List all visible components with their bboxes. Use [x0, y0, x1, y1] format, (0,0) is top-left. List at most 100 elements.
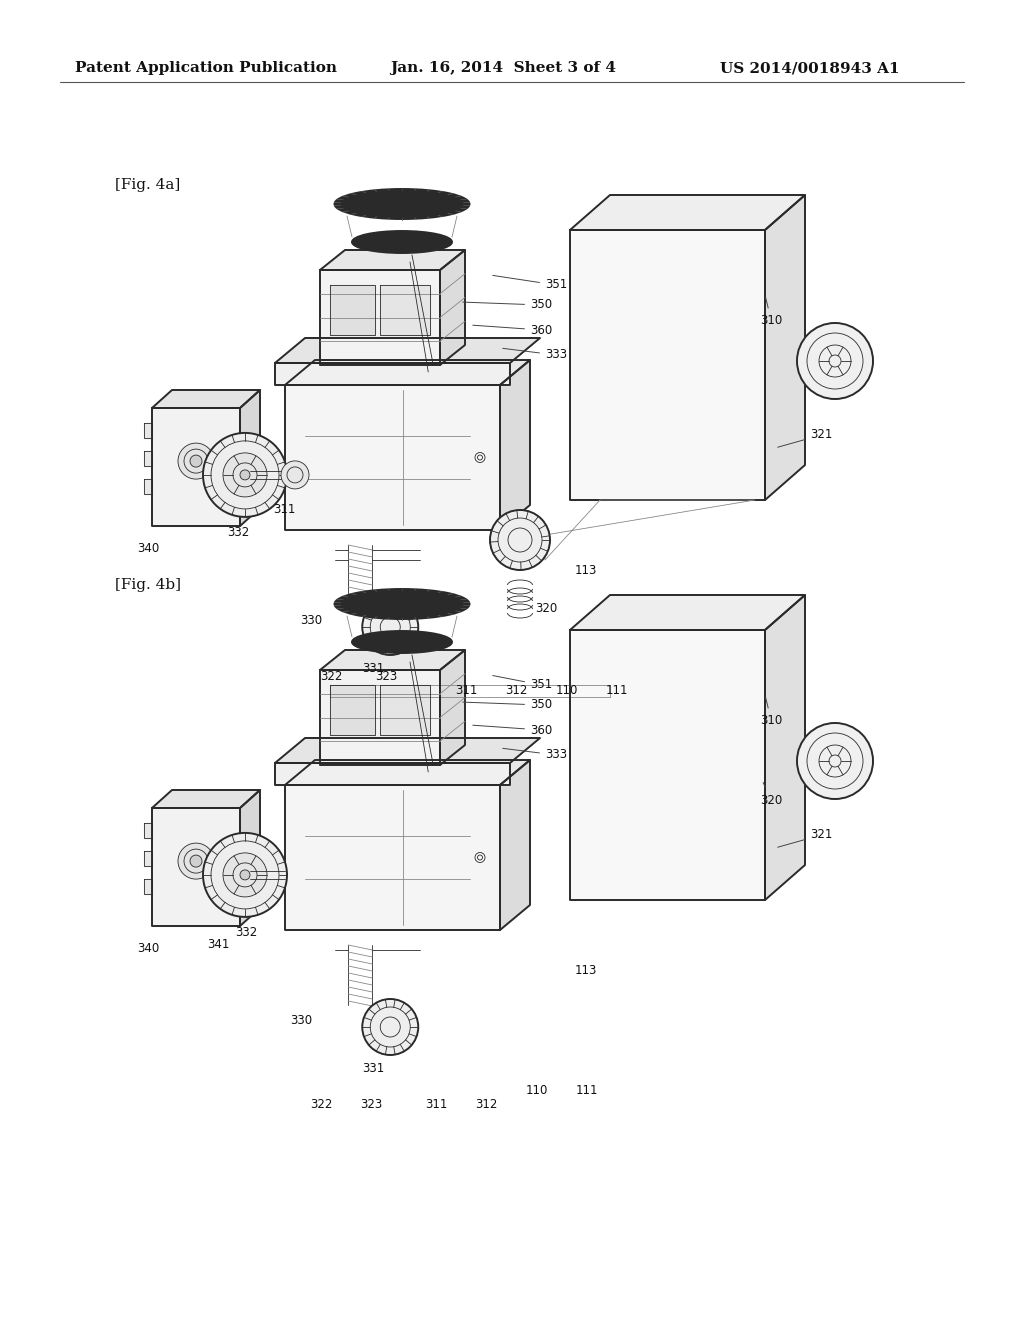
- Circle shape: [281, 461, 309, 488]
- Text: 113: 113: [575, 564, 597, 577]
- Polygon shape: [152, 789, 260, 808]
- Ellipse shape: [372, 235, 432, 248]
- Polygon shape: [570, 195, 805, 230]
- Circle shape: [797, 323, 873, 399]
- Text: 320: 320: [760, 783, 782, 807]
- Polygon shape: [152, 389, 260, 408]
- Text: 312: 312: [475, 1098, 498, 1111]
- Circle shape: [240, 470, 250, 480]
- Text: 332: 332: [227, 527, 249, 540]
- Text: 330: 330: [290, 1014, 312, 1027]
- Text: 113: 113: [575, 964, 597, 977]
- Text: 332: 332: [234, 927, 257, 940]
- Text: 340: 340: [137, 541, 160, 554]
- Ellipse shape: [393, 595, 411, 603]
- Polygon shape: [240, 789, 260, 927]
- Text: 331: 331: [362, 1063, 384, 1076]
- Polygon shape: [319, 671, 440, 766]
- Text: 311: 311: [273, 503, 295, 516]
- Polygon shape: [285, 785, 500, 931]
- Text: 330: 330: [300, 614, 323, 627]
- Ellipse shape: [335, 589, 469, 619]
- Circle shape: [190, 855, 202, 867]
- Text: 333: 333: [503, 348, 567, 362]
- Polygon shape: [275, 363, 510, 385]
- Text: 323: 323: [360, 1098, 383, 1111]
- Polygon shape: [330, 285, 375, 335]
- Polygon shape: [319, 271, 440, 366]
- Polygon shape: [144, 851, 152, 866]
- Ellipse shape: [362, 195, 442, 213]
- Text: 320: 320: [535, 602, 557, 615]
- Polygon shape: [500, 760, 530, 931]
- Circle shape: [223, 453, 267, 496]
- Circle shape: [240, 870, 250, 880]
- Polygon shape: [144, 822, 152, 838]
- Polygon shape: [765, 595, 805, 900]
- Text: Patent Application Publication: Patent Application Publication: [75, 61, 337, 75]
- Text: 111: 111: [575, 1085, 598, 1097]
- Text: 331: 331: [362, 663, 384, 676]
- Ellipse shape: [396, 191, 408, 197]
- Polygon shape: [144, 479, 152, 494]
- Polygon shape: [240, 389, 260, 525]
- Polygon shape: [570, 595, 805, 630]
- Circle shape: [190, 455, 202, 467]
- Polygon shape: [330, 685, 375, 735]
- Text: 322: 322: [321, 671, 343, 684]
- Text: 333: 333: [503, 748, 567, 762]
- Ellipse shape: [362, 595, 442, 612]
- Circle shape: [203, 433, 287, 517]
- Polygon shape: [152, 408, 240, 525]
- Polygon shape: [275, 738, 540, 763]
- Text: 340: 340: [137, 941, 160, 954]
- Circle shape: [178, 444, 214, 479]
- Text: 311: 311: [456, 685, 477, 697]
- Circle shape: [362, 599, 418, 655]
- Circle shape: [797, 723, 873, 799]
- Text: 323: 323: [375, 671, 397, 684]
- Text: 310: 310: [760, 698, 782, 726]
- Polygon shape: [570, 630, 765, 900]
- Polygon shape: [144, 879, 152, 894]
- Text: 350: 350: [463, 298, 552, 312]
- Ellipse shape: [396, 591, 408, 597]
- Text: 321: 321: [777, 429, 833, 447]
- Ellipse shape: [352, 231, 452, 253]
- Polygon shape: [319, 249, 465, 271]
- Text: 350: 350: [463, 698, 552, 711]
- Polygon shape: [144, 422, 152, 438]
- Text: 321: 321: [777, 829, 833, 847]
- Polygon shape: [285, 385, 500, 531]
- Text: [Fig. 4a]: [Fig. 4a]: [115, 178, 180, 191]
- Text: 360: 360: [473, 323, 552, 337]
- Text: Jan. 16, 2014  Sheet 3 of 4: Jan. 16, 2014 Sheet 3 of 4: [390, 61, 616, 75]
- Polygon shape: [380, 285, 430, 335]
- Text: US 2014/0018943 A1: US 2014/0018943 A1: [720, 61, 900, 75]
- Polygon shape: [319, 649, 465, 671]
- Text: 110: 110: [555, 685, 578, 697]
- Polygon shape: [500, 360, 530, 531]
- Text: 351: 351: [493, 676, 552, 692]
- Ellipse shape: [372, 635, 432, 648]
- Polygon shape: [440, 649, 465, 766]
- Ellipse shape: [393, 195, 411, 203]
- Polygon shape: [152, 808, 240, 927]
- Text: 312: 312: [505, 685, 527, 697]
- Text: 110: 110: [525, 1085, 548, 1097]
- Text: 111: 111: [605, 685, 628, 697]
- Ellipse shape: [352, 631, 452, 653]
- Text: 351: 351: [493, 276, 567, 292]
- Polygon shape: [144, 451, 152, 466]
- Polygon shape: [275, 338, 540, 363]
- Circle shape: [203, 833, 287, 917]
- Text: 341: 341: [207, 937, 229, 950]
- Polygon shape: [285, 360, 530, 385]
- Text: 360: 360: [473, 723, 552, 737]
- Polygon shape: [570, 230, 765, 500]
- Polygon shape: [765, 195, 805, 500]
- Text: [Fig. 4b]: [Fig. 4b]: [115, 578, 181, 591]
- Circle shape: [223, 853, 267, 896]
- Text: 311: 311: [425, 1098, 447, 1111]
- Ellipse shape: [335, 189, 469, 219]
